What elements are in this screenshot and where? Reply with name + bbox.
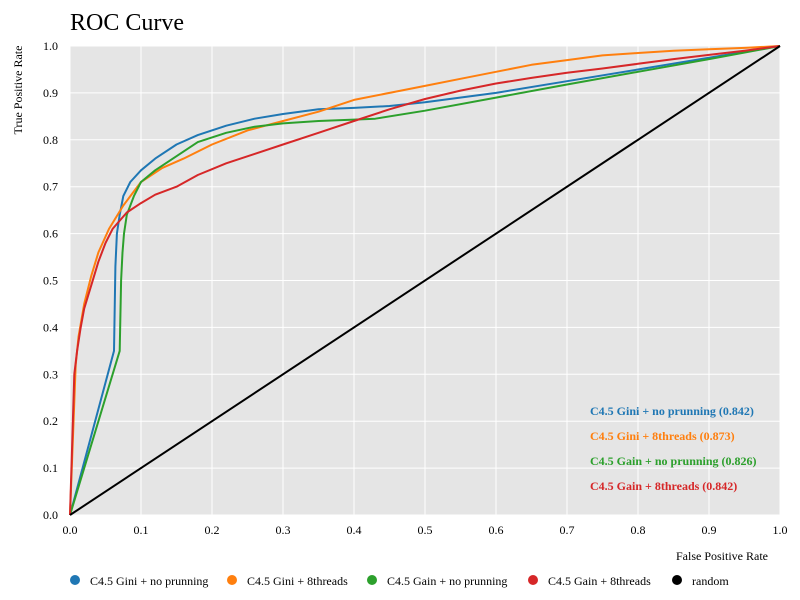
y-tick-label: 0.5 — [43, 274, 58, 288]
y-axis-label: True Positive Rate — [11, 46, 25, 135]
auc-label-c4-5-gini-no-prunning: C4.5 Gini + no prunning (0.842) — [590, 404, 754, 418]
legend-marker-c4-5-gini-no-prunning — [70, 575, 80, 585]
x-tick-label: 0.5 — [418, 523, 433, 537]
y-ticks: 0.0 0.1 0.2 0.3 0.4 0.5 0.6 0.7 0.8 0.9 1.0 — [43, 39, 58, 522]
x-tick-label: 0.6 — [489, 523, 504, 537]
legend-marker-c4-5-gini-8threads — [227, 575, 237, 585]
legend-label-c4-5-gain-8threads: C4.5 Gain + 8threads — [548, 574, 651, 588]
x-tick-label: 0.4 — [347, 523, 362, 537]
random-line — [69, 45, 781, 516]
legend-marker-c4-5-gain-8threads — [528, 575, 538, 585]
series-line-c4-5-gini-8threads — [69, 45, 781, 516]
y-tick-label: 0.7 — [43, 180, 58, 194]
y-tick-label: 1.0 — [43, 39, 58, 53]
y-tick-label: 0.6 — [43, 227, 58, 241]
series-lines — [69, 45, 781, 516]
x-tick-label: 0.3 — [276, 523, 291, 537]
y-tick-label: 0.3 — [43, 367, 58, 381]
auc-label-c4-5-gini-8threads: C4.5 Gini + 8threads (0.873) — [590, 429, 735, 443]
x-tick-label: 0.7 — [560, 523, 575, 537]
x-tick-label: 0.8 — [631, 523, 646, 537]
series-line-random — [69, 45, 781, 516]
y-tick-label: 0.4 — [43, 320, 58, 334]
legend-label-random: random — [692, 574, 729, 588]
chart-title: ROC Curve — [70, 10, 184, 36]
series-line-c4-5-gain-no-prunning — [69, 45, 781, 516]
grid — [69, 45, 781, 516]
auc-annotations: C4.5 Gini + no prunning (0.842) C4.5 Gini… — [590, 404, 757, 493]
x-ticks: 0.0 0.1 0.2 0.3 0.4 0.5 0.6 0.7 0.8 0.9 1.0 — [63, 523, 788, 537]
x-tick-label: 0.9 — [702, 523, 717, 537]
legend-label-c4-5-gain-no-prunning: C4.5 Gain + no prunning — [387, 574, 507, 588]
y-tick-label: 0.9 — [43, 86, 58, 100]
legend: C4.5 Gini + no prunning C4.5 Gini + 8thre… — [70, 574, 729, 588]
x-axis-label: False Positive Rate — [676, 549, 768, 563]
legend-marker-random — [672, 575, 682, 585]
x-tick-label: 0.0 — [63, 523, 78, 537]
x-tick-label: 0.1 — [134, 523, 149, 537]
series-line-c4-5-gain-8threads — [69, 45, 781, 516]
y-tick-label: 0.0 — [43, 508, 58, 522]
auc-label-c4-5-gain-8threads: C4.5 Gain + 8threads (0.842) — [590, 479, 737, 493]
legend-label-c4-5-gini-no-prunning: C4.5 Gini + no prunning — [90, 574, 208, 588]
auc-label-c4-5-gain-no-prunning: C4.5 Gain + no prunning (0.826) — [590, 454, 757, 468]
x-tick-label: 0.2 — [205, 523, 220, 537]
legend-label-c4-5-gini-8threads: C4.5 Gini + 8threads — [247, 574, 348, 588]
y-tick-label: 0.1 — [43, 461, 58, 475]
legend-marker-c4-5-gain-no-prunning — [367, 575, 377, 585]
y-tick-label: 0.2 — [43, 414, 58, 428]
x-tick-label: 1.0 — [773, 523, 788, 537]
y-tick-label: 0.8 — [43, 133, 58, 147]
